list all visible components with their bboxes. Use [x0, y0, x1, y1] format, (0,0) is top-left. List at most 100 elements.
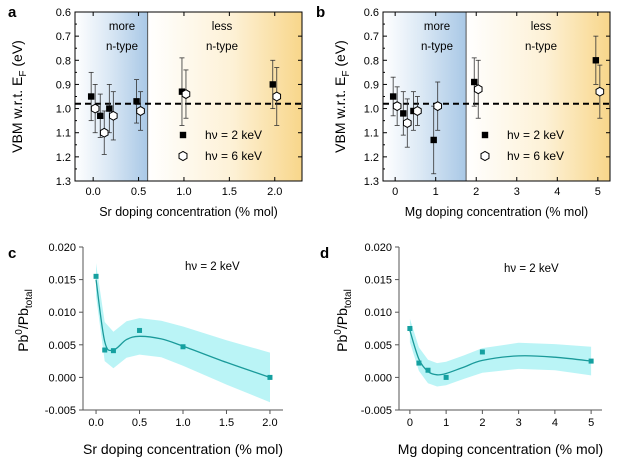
- y-tick-label: 1.2: [364, 152, 379, 164]
- x-tick-label: 4: [554, 186, 560, 198]
- x-tick-label: 1: [433, 186, 439, 198]
- y-axis-label: VBM w.r.t. EF (eV): [9, 40, 29, 153]
- x-tick-label: 3: [514, 186, 520, 198]
- panel-a: a more n-type less n-type 0.6 0.7 0.8 0.9 1.0 1.1 1…: [8, 4, 303, 219]
- y-tick-label: 0.9: [56, 79, 71, 91]
- data-point-6kev: [595, 86, 605, 97]
- x-tick-label: 1: [443, 417, 449, 429]
- panel-label: b: [316, 4, 325, 21]
- data-point: [425, 367, 431, 373]
- data-point-6kev: [181, 89, 191, 100]
- legend-label-6kev: hν = 6 keV: [507, 149, 564, 163]
- data-point: [443, 374, 449, 380]
- legend-marker-6kev: [178, 150, 188, 162]
- legend-label-2kev: hν = 2 keV: [507, 128, 564, 142]
- y-tick-label: 1.3: [56, 176, 71, 188]
- y-tick-label: -0.005: [361, 405, 392, 417]
- y-axis-label: Pb0/Pbtotal: [14, 289, 35, 352]
- region-label-less: less: [531, 21, 552, 33]
- x-tick-label: 3: [516, 417, 522, 429]
- data-point-6kev: [433, 101, 443, 112]
- legend-marker-2kev: [481, 131, 489, 139]
- data-point: [479, 349, 485, 355]
- y-tick-label: 0.8: [364, 55, 379, 67]
- y-tick-label: 0.000: [48, 372, 76, 384]
- y-tick-label: 0.9: [364, 79, 379, 91]
- region-label-less: less: [212, 21, 233, 33]
- panel-c: c -0.005 0.000 0.005 0.010 0.015 0.020 0.0 0.5 1.…: [8, 242, 283, 457]
- legend-label-2kev: hν = 2 keV: [205, 128, 262, 142]
- y-tick-label: 0.000: [364, 372, 392, 384]
- panel-label: a: [8, 4, 17, 21]
- region-label-less-ntype: n-type: [525, 41, 557, 53]
- x-tick-label: 1.5: [219, 417, 234, 429]
- y-tick-label: 1.2: [56, 152, 71, 164]
- data-point: [416, 360, 422, 366]
- panel-label: c: [8, 245, 16, 262]
- x-tick-label: 2.0: [267, 186, 282, 198]
- region-label-less-ntype: n-type: [206, 41, 238, 53]
- x-tick-label: 1.0: [175, 417, 190, 429]
- data-point-2kev: [400, 110, 407, 117]
- data-point-6kev: [90, 103, 100, 114]
- data-point-6kev: [413, 106, 422, 116]
- y-axis-label: Pb0/Pbtotal: [333, 289, 354, 352]
- y-tick-label: 1.1: [364, 128, 379, 140]
- x-axis-label: Mg doping concentration (% mol): [405, 205, 588, 219]
- y-tick-label: 1.0: [364, 104, 379, 116]
- data-point-6kev: [272, 91, 282, 102]
- energy-annotation: hν = 2 keV: [185, 261, 240, 273]
- data-point-2kev: [389, 93, 397, 100]
- x-axis-label: Sr doping concentration (% mol): [83, 441, 283, 457]
- data-point: [267, 374, 273, 380]
- y-tick-label: 0.010: [364, 307, 392, 319]
- data-point-2kev: [430, 136, 437, 144]
- y-tick-label: 0.7: [56, 31, 71, 43]
- y-tick-label: 0.005: [364, 340, 392, 352]
- y-tick-label: 0.020: [48, 242, 76, 254]
- data-point: [102, 347, 108, 353]
- y-tick-label: -0.005: [45, 405, 76, 417]
- data-point-2kev: [97, 112, 104, 120]
- data-point: [93, 273, 99, 279]
- x-tick-label: 2: [479, 417, 485, 429]
- legend-label-6kev: hν = 6 keV: [205, 149, 262, 163]
- data-point-6kev: [136, 106, 145, 116]
- x-tick-label: 0: [407, 417, 413, 429]
- y-tick-label: 0.015: [364, 275, 392, 287]
- y-tick-label: 1.1: [56, 128, 71, 140]
- y-tick-label: 0.8: [56, 55, 71, 67]
- data-point-6kev: [473, 84, 483, 95]
- data-point: [110, 348, 116, 354]
- data-point-6kev: [402, 118, 412, 129]
- data-point-2kev: [87, 93, 95, 100]
- data-point-2kev: [106, 105, 113, 112]
- x-tick-label: 1.0: [176, 186, 191, 198]
- confidence-band: [96, 263, 270, 403]
- confidence-band: [409, 318, 592, 387]
- y-tick-label: 1.0: [56, 104, 71, 116]
- legend-marker-2kev: [179, 131, 187, 139]
- region-less-n-type: [466, 12, 610, 181]
- region-label-more: more: [109, 21, 135, 33]
- x-tick-label: 5: [588, 417, 594, 429]
- fit-curve: [409, 330, 592, 376]
- x-axis-label: Sr doping concentration (% mol): [99, 205, 278, 219]
- x-tick-label: 0.0: [88, 417, 103, 429]
- region-more-n-type: [75, 12, 148, 181]
- region-label-more: more: [424, 21, 450, 33]
- y-tick-label: 0.020: [364, 242, 392, 254]
- data-point-2kev: [133, 98, 140, 105]
- x-axis-label: Mg doping concentration (% mol): [398, 441, 603, 457]
- legend-marker-6kev: [480, 150, 490, 162]
- energy-annotation: hν = 2 keV: [504, 263, 559, 275]
- region-label-more-ntype: n-type: [106, 41, 138, 53]
- panel-label: d: [320, 245, 329, 262]
- data-point: [588, 358, 594, 364]
- x-tick-label: 1.5: [222, 186, 237, 198]
- data-point-6kev: [392, 101, 402, 112]
- x-tick-label: 0.5: [131, 186, 146, 198]
- data-point: [180, 344, 186, 350]
- y-tick-label: 0.7: [364, 31, 379, 43]
